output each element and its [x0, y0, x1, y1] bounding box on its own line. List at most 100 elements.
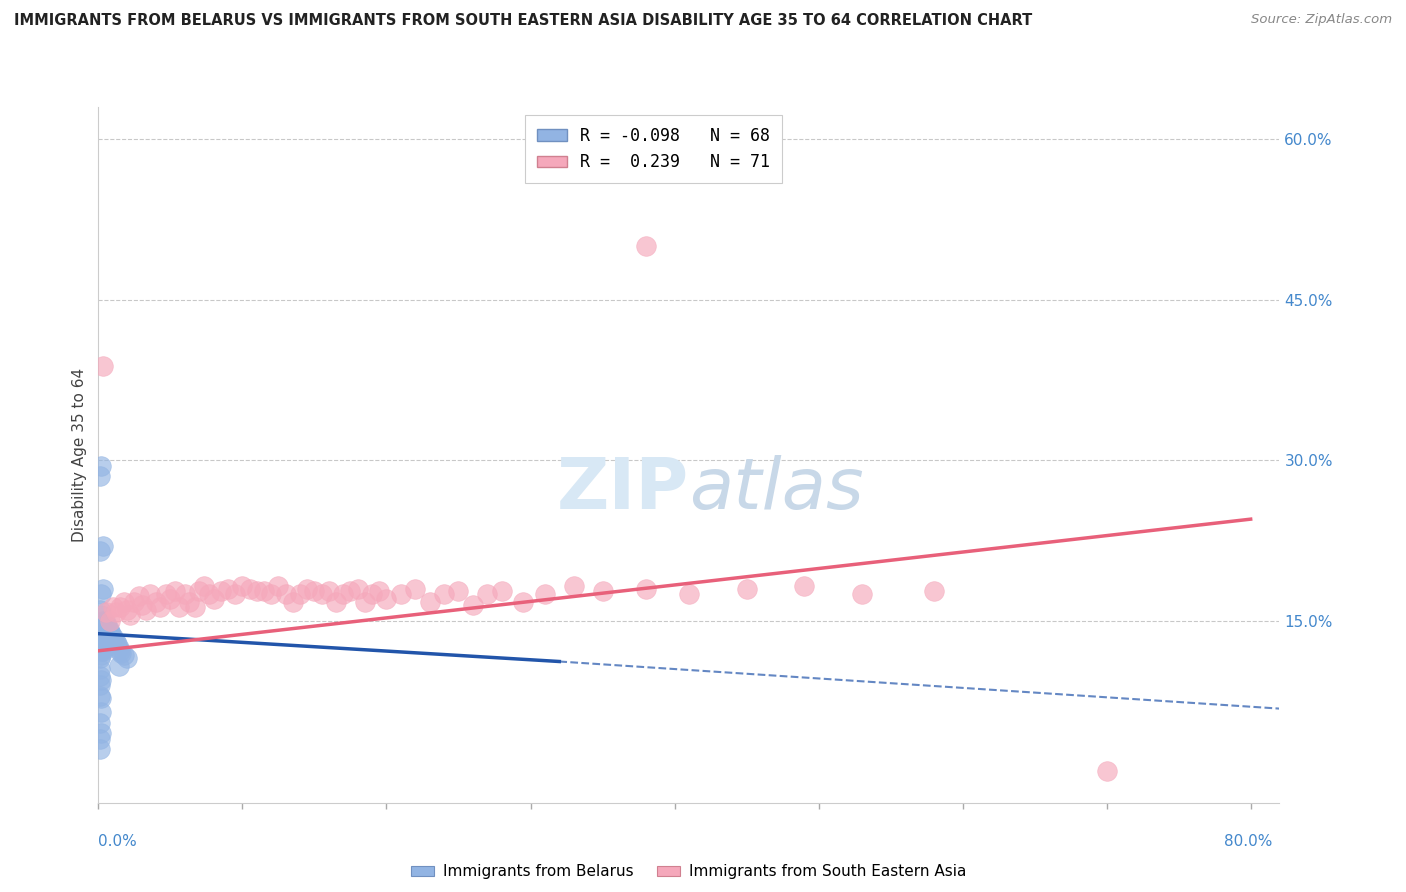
Point [103, 637, 125, 651]
Point [202, 592, 225, 607]
Legend: Immigrants from Belarus, Immigrants from South Eastern Asia: Immigrants from Belarus, Immigrants from… [405, 858, 973, 886]
Point [91, 539, 114, 553]
Point [90, 630, 112, 644]
Point [274, 587, 297, 601]
Point [93, 630, 115, 644]
Point [149, 599, 172, 614]
Point [115, 603, 138, 617]
Point [89, 603, 111, 617]
Point [634, 239, 657, 253]
Y-axis label: Disability Age 35 to 64: Disability Age 35 to 64 [72, 368, 87, 542]
Point [159, 592, 181, 607]
Point [93, 635, 115, 649]
Point [89, 624, 111, 639]
Point [93, 640, 115, 655]
Point [491, 583, 513, 598]
Point [89, 715, 111, 730]
Point [97, 633, 120, 648]
Point [89, 742, 111, 756]
Point [90, 648, 112, 662]
Point [90, 644, 112, 658]
Point [89, 619, 111, 633]
Point [325, 594, 347, 608]
Point [91, 621, 114, 635]
Point [267, 578, 290, 592]
Point [1095, 764, 1118, 778]
Point [104, 635, 127, 649]
Text: 80.0%: 80.0% [1225, 834, 1272, 849]
Point [851, 587, 873, 601]
Point [318, 583, 340, 598]
Point [198, 587, 221, 601]
Point [89, 669, 111, 683]
Point [100, 632, 122, 646]
Point [89, 678, 111, 692]
Point [89, 640, 111, 655]
Point [281, 594, 304, 608]
Point [103, 633, 125, 648]
Point [562, 578, 585, 592]
Point [678, 587, 700, 601]
Point [419, 594, 441, 608]
Point [634, 582, 657, 596]
Point [361, 587, 384, 601]
Point [131, 598, 153, 612]
Point [404, 582, 426, 596]
Point [89, 651, 111, 665]
Point [461, 598, 484, 612]
Point [94, 632, 117, 646]
Point [98, 624, 121, 639]
Point [108, 599, 131, 614]
Point [389, 587, 412, 601]
Point [224, 587, 246, 601]
Point [100, 626, 122, 640]
Point [217, 582, 239, 596]
Text: Source: ZipAtlas.com: Source: ZipAtlas.com [1251, 13, 1392, 27]
Point [304, 583, 326, 598]
Point [139, 587, 162, 601]
Point [96, 619, 118, 633]
Point [239, 582, 262, 596]
Point [91, 632, 114, 646]
Point [91, 637, 114, 651]
Point [155, 587, 177, 601]
Point [260, 587, 283, 601]
Point [89, 630, 111, 644]
Point [346, 582, 368, 596]
Point [94, 615, 117, 630]
Point [120, 608, 142, 623]
Point [90, 608, 112, 623]
Point [173, 587, 195, 601]
Point [112, 594, 135, 608]
Point [193, 578, 215, 592]
Text: IMMIGRANTS FROM BELARUS VS IMMIGRANTS FROM SOUTH EASTERN ASIA DISABILITY AGE 35 : IMMIGRANTS FROM BELARUS VS IMMIGRANTS FR… [14, 13, 1032, 29]
Point [90, 673, 112, 687]
Point [96, 630, 118, 644]
Point [90, 587, 112, 601]
Point [89, 731, 111, 746]
Point [107, 658, 129, 673]
Point [101, 599, 124, 614]
Point [91, 644, 114, 658]
Point [512, 594, 534, 608]
Point [90, 690, 112, 705]
Point [184, 599, 207, 614]
Text: atlas: atlas [689, 455, 863, 524]
Point [179, 594, 201, 608]
Point [91, 359, 114, 373]
Point [93, 619, 115, 633]
Point [145, 594, 167, 608]
Point [104, 605, 127, 619]
Point [89, 469, 111, 483]
Point [433, 587, 456, 601]
Point [97, 623, 120, 637]
Point [368, 583, 391, 598]
Point [101, 635, 124, 649]
Point [89, 689, 111, 703]
Point [534, 587, 557, 601]
Point [735, 582, 758, 596]
Point [246, 583, 269, 598]
Point [311, 587, 333, 601]
Point [93, 624, 115, 639]
Point [90, 705, 112, 719]
